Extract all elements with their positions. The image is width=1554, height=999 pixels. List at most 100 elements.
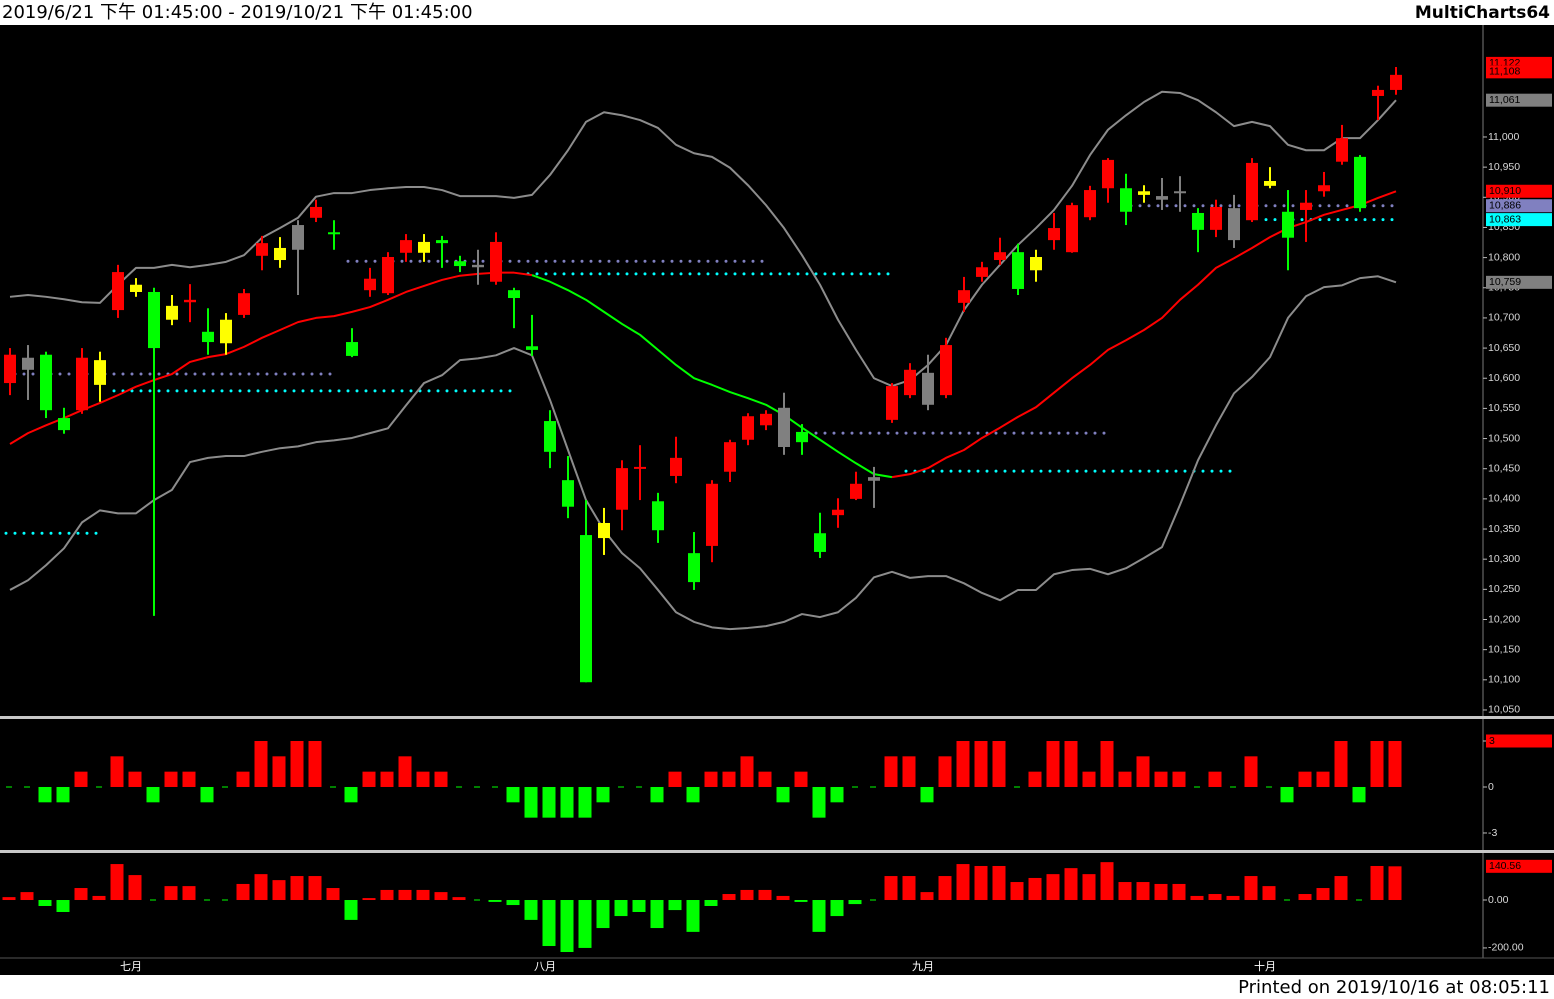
- histogram-bar: [380, 771, 394, 787]
- price-tag-label: 11,108: [1489, 66, 1520, 78]
- histogram-bar: [1208, 894, 1222, 901]
- histogram-bar: [1028, 877, 1042, 901]
- y-tick-label: 10,250: [1488, 583, 1520, 595]
- histogram-bar: [1244, 756, 1258, 787]
- histogram-bar: [434, 892, 448, 901]
- candle-body: [832, 509, 844, 516]
- candle-body: [1138, 191, 1150, 195]
- histogram-bar: [722, 894, 736, 901]
- price-tag: [1486, 859, 1552, 873]
- candle-body: [1318, 185, 1330, 192]
- brand: MultiCharts64: [1415, 3, 1550, 23]
- histogram-bar: [236, 771, 250, 787]
- histogram-bar: [416, 771, 430, 787]
- histogram-bar: [614, 900, 628, 917]
- price-tag: [1486, 275, 1552, 289]
- histogram-bar: [272, 880, 286, 901]
- histogram-bar: [938, 876, 952, 901]
- histogram-bar: [938, 756, 952, 787]
- histogram-bar: [668, 771, 682, 787]
- histogram-bar: [974, 741, 988, 787]
- histogram-bar: [596, 786, 610, 803]
- histogram-bar: [398, 889, 412, 901]
- candle-body: [940, 345, 952, 396]
- histogram-bar: [452, 897, 466, 901]
- footer-bar: [0, 975, 1554, 999]
- y-tick-label: 10,700: [1488, 312, 1520, 324]
- candle-body: [346, 342, 358, 356]
- histogram-bar: [560, 900, 574, 953]
- panel-separator: [0, 850, 1554, 853]
- y-tick-label: 10,600: [1488, 372, 1520, 384]
- candle-body: [1354, 156, 1366, 209]
- histogram-bar: [344, 786, 358, 803]
- histogram-bar: [974, 865, 988, 901]
- candle-body: [994, 252, 1006, 261]
- histogram-bar: [236, 883, 250, 901]
- histogram-bar: [74, 888, 88, 901]
- candle-body: [1228, 208, 1240, 241]
- date-range: 2019/6/21 下午 01:45:00 - 2019/10/21 下午 01…: [2, 2, 473, 23]
- histogram-bar: [632, 900, 646, 912]
- candle-body: [1174, 191, 1186, 194]
- x-tick-label: 七月: [120, 960, 142, 973]
- histogram-bar: [398, 756, 412, 787]
- histogram-bar: [128, 875, 142, 901]
- price-tag: [1486, 93, 1552, 107]
- candle-body: [850, 483, 862, 499]
- histogram-bar: [74, 771, 88, 787]
- candle-body: [652, 501, 664, 531]
- histogram-bar: [812, 786, 826, 818]
- histogram-bar: [1190, 895, 1204, 901]
- candle-body: [490, 241, 502, 282]
- y-tick-label: 11,000: [1488, 131, 1519, 143]
- histogram-bar: [182, 771, 196, 787]
- y-tick-label: 10,550: [1488, 402, 1520, 414]
- histogram-bar: [146, 786, 160, 803]
- histogram-bar: [326, 888, 340, 901]
- histogram-bar: [830, 786, 844, 803]
- histogram-bar: [884, 876, 898, 901]
- candle-body: [742, 416, 754, 440]
- candle-body: [1102, 159, 1114, 189]
- candle-body: [1012, 252, 1024, 289]
- histogram-bar: [830, 900, 844, 917]
- histogram-bar: [182, 886, 196, 901]
- candle-body: [796, 431, 808, 443]
- y-tick-label: 10,150: [1488, 643, 1520, 655]
- candle-body: [1084, 190, 1096, 218]
- histogram-bar: [776, 895, 790, 901]
- price-tag: [1486, 184, 1552, 198]
- histogram-bar: [1154, 771, 1168, 787]
- histogram-bar: [254, 741, 268, 787]
- histogram-bar: [1136, 882, 1150, 901]
- candle-body: [760, 413, 772, 426]
- histogram-bar: [1118, 771, 1132, 787]
- histogram-bar: [578, 786, 592, 818]
- histogram-bar: [740, 756, 754, 787]
- candle-body: [958, 290, 970, 303]
- histogram-bar: [956, 741, 970, 787]
- histogram-bar: [578, 900, 592, 948]
- candle-body: [580, 535, 592, 683]
- histogram-bar: [1100, 741, 1114, 787]
- histogram-bar: [344, 900, 358, 920]
- histogram-bar: [2, 897, 16, 901]
- price-tag-label: 140.56: [1489, 860, 1521, 872]
- histogram-bar: [776, 786, 790, 803]
- histogram-bar: [704, 900, 718, 906]
- candle-body: [1156, 196, 1168, 200]
- histogram-bar: [650, 900, 664, 929]
- candle-body: [1300, 202, 1312, 210]
- histogram-bar: [20, 892, 34, 901]
- candle-body: [418, 241, 430, 253]
- histogram-bar: [1316, 888, 1330, 901]
- y-tick-label: -200.00: [1488, 942, 1524, 954]
- histogram-bar: [362, 898, 376, 901]
- histogram-bar: [920, 786, 934, 803]
- candle-body: [1066, 205, 1078, 253]
- candle-body: [94, 360, 106, 385]
- histogram-bar: [1370, 865, 1384, 901]
- indicator-line: [9, 90, 1397, 388]
